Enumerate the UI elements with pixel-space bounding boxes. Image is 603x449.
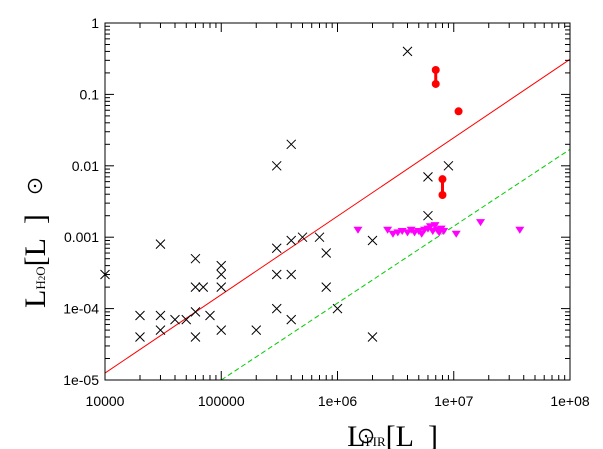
cross-point: [286, 139, 297, 150]
y-tick-label: 0.01: [72, 158, 99, 174]
x-tick-label: 1e+07: [434, 393, 474, 409]
x-axis-sun-dot: [364, 434, 368, 438]
triangle-point: [383, 226, 393, 234]
x-axis-sun-symbol: [358, 428, 374, 444]
y-tick-label: 1e-04: [63, 301, 99, 317]
triangle-point: [515, 226, 525, 234]
cross-point: [297, 232, 308, 243]
fit-line-1: [220, 148, 571, 381]
cross-point: [190, 332, 201, 342]
x-tick-label: 1e+06: [318, 393, 358, 409]
cross-point: [170, 314, 180, 325]
circle-point: [431, 65, 440, 74]
y-axis-sun-dot: [33, 184, 37, 188]
cross-point: [190, 307, 201, 317]
circle-point: [431, 79, 440, 88]
cross-point: [286, 314, 297, 325]
cross-point: [155, 239, 166, 249]
triangle-point: [476, 219, 486, 227]
x-tick-label: 10000: [86, 393, 125, 409]
triangle-point: [439, 228, 449, 236]
x-tick-label: 100000: [198, 393, 245, 409]
x-axis-label-sub: FIR: [365, 434, 386, 449]
cross-point: [271, 303, 282, 314]
cross-point: [423, 210, 433, 221]
y-tick-label: 1e-05: [63, 372, 99, 388]
cross-point: [271, 160, 282, 171]
triangle-point: [388, 230, 398, 238]
cross-point: [314, 232, 325, 243]
cross-point: [155, 310, 166, 321]
y-tick-label: 1: [91, 15, 99, 31]
cross-point: [216, 282, 227, 292]
circle-point: [454, 107, 463, 116]
cross-point: [155, 325, 166, 335]
x-axis-label-main: L: [347, 420, 365, 449]
y-axis-label-unit-close: ]: [19, 214, 52, 224]
x-axis-label-unit-open: [L: [386, 420, 414, 449]
y-axis-label-sub: H2O: [33, 266, 48, 289]
cross-point: [367, 332, 378, 342]
cross-point: [205, 310, 215, 321]
cross-point: [286, 269, 297, 280]
axis-ticks: 10000 100000 1e+06 1e+07 1e+08 1 0.1 0.01 0.001 1…: [63, 15, 590, 409]
cross-point: [271, 243, 282, 254]
data-points: [100, 46, 525, 342]
cross-point: [216, 260, 227, 271]
triangle-point: [353, 226, 363, 234]
y-axis-label-unit-open: [L: [19, 238, 52, 266]
y-tick-label: 0.001: [64, 229, 99, 245]
cross-point: [190, 253, 201, 264]
cross-point: [216, 325, 227, 335]
cross-point: [216, 269, 227, 280]
y-axis-sun-symbol: [27, 178, 43, 194]
cross-point: [443, 160, 454, 171]
circle-point: [438, 175, 447, 184]
cross-point: [321, 282, 332, 292]
cross-point: [135, 310, 145, 321]
y-axis-label-main: L: [19, 290, 52, 308]
circle-point: [438, 190, 447, 199]
y-tick-label: 0.1: [80, 86, 100, 102]
cross-point: [367, 235, 378, 246]
cross-point: [402, 46, 413, 57]
cross-point: [423, 172, 433, 182]
cross-point: [321, 248, 332, 258]
x-axis-label-unit-close: ]: [428, 420, 438, 449]
cross-point: [332, 303, 343, 314]
triangle-point: [451, 230, 461, 238]
cross-point: [181, 314, 192, 325]
x-axis-label: LFIR[L]: [347, 420, 438, 449]
cross-point: [190, 282, 201, 292]
cross-point: [271, 269, 282, 280]
cross-point: [198, 282, 209, 292]
triangle-point: [430, 222, 440, 230]
fit-lines: [104, 58, 571, 381]
y-axis-label: LH2O[L]: [19, 214, 52, 308]
y-axis-label-group: LH2O[L]: [19, 178, 52, 308]
cross-point: [286, 235, 297, 246]
cross-point: [135, 332, 145, 342]
cross-point: [251, 325, 262, 335]
fit-line-0: [104, 58, 571, 374]
x-tick-label: 1e+08: [550, 393, 590, 409]
